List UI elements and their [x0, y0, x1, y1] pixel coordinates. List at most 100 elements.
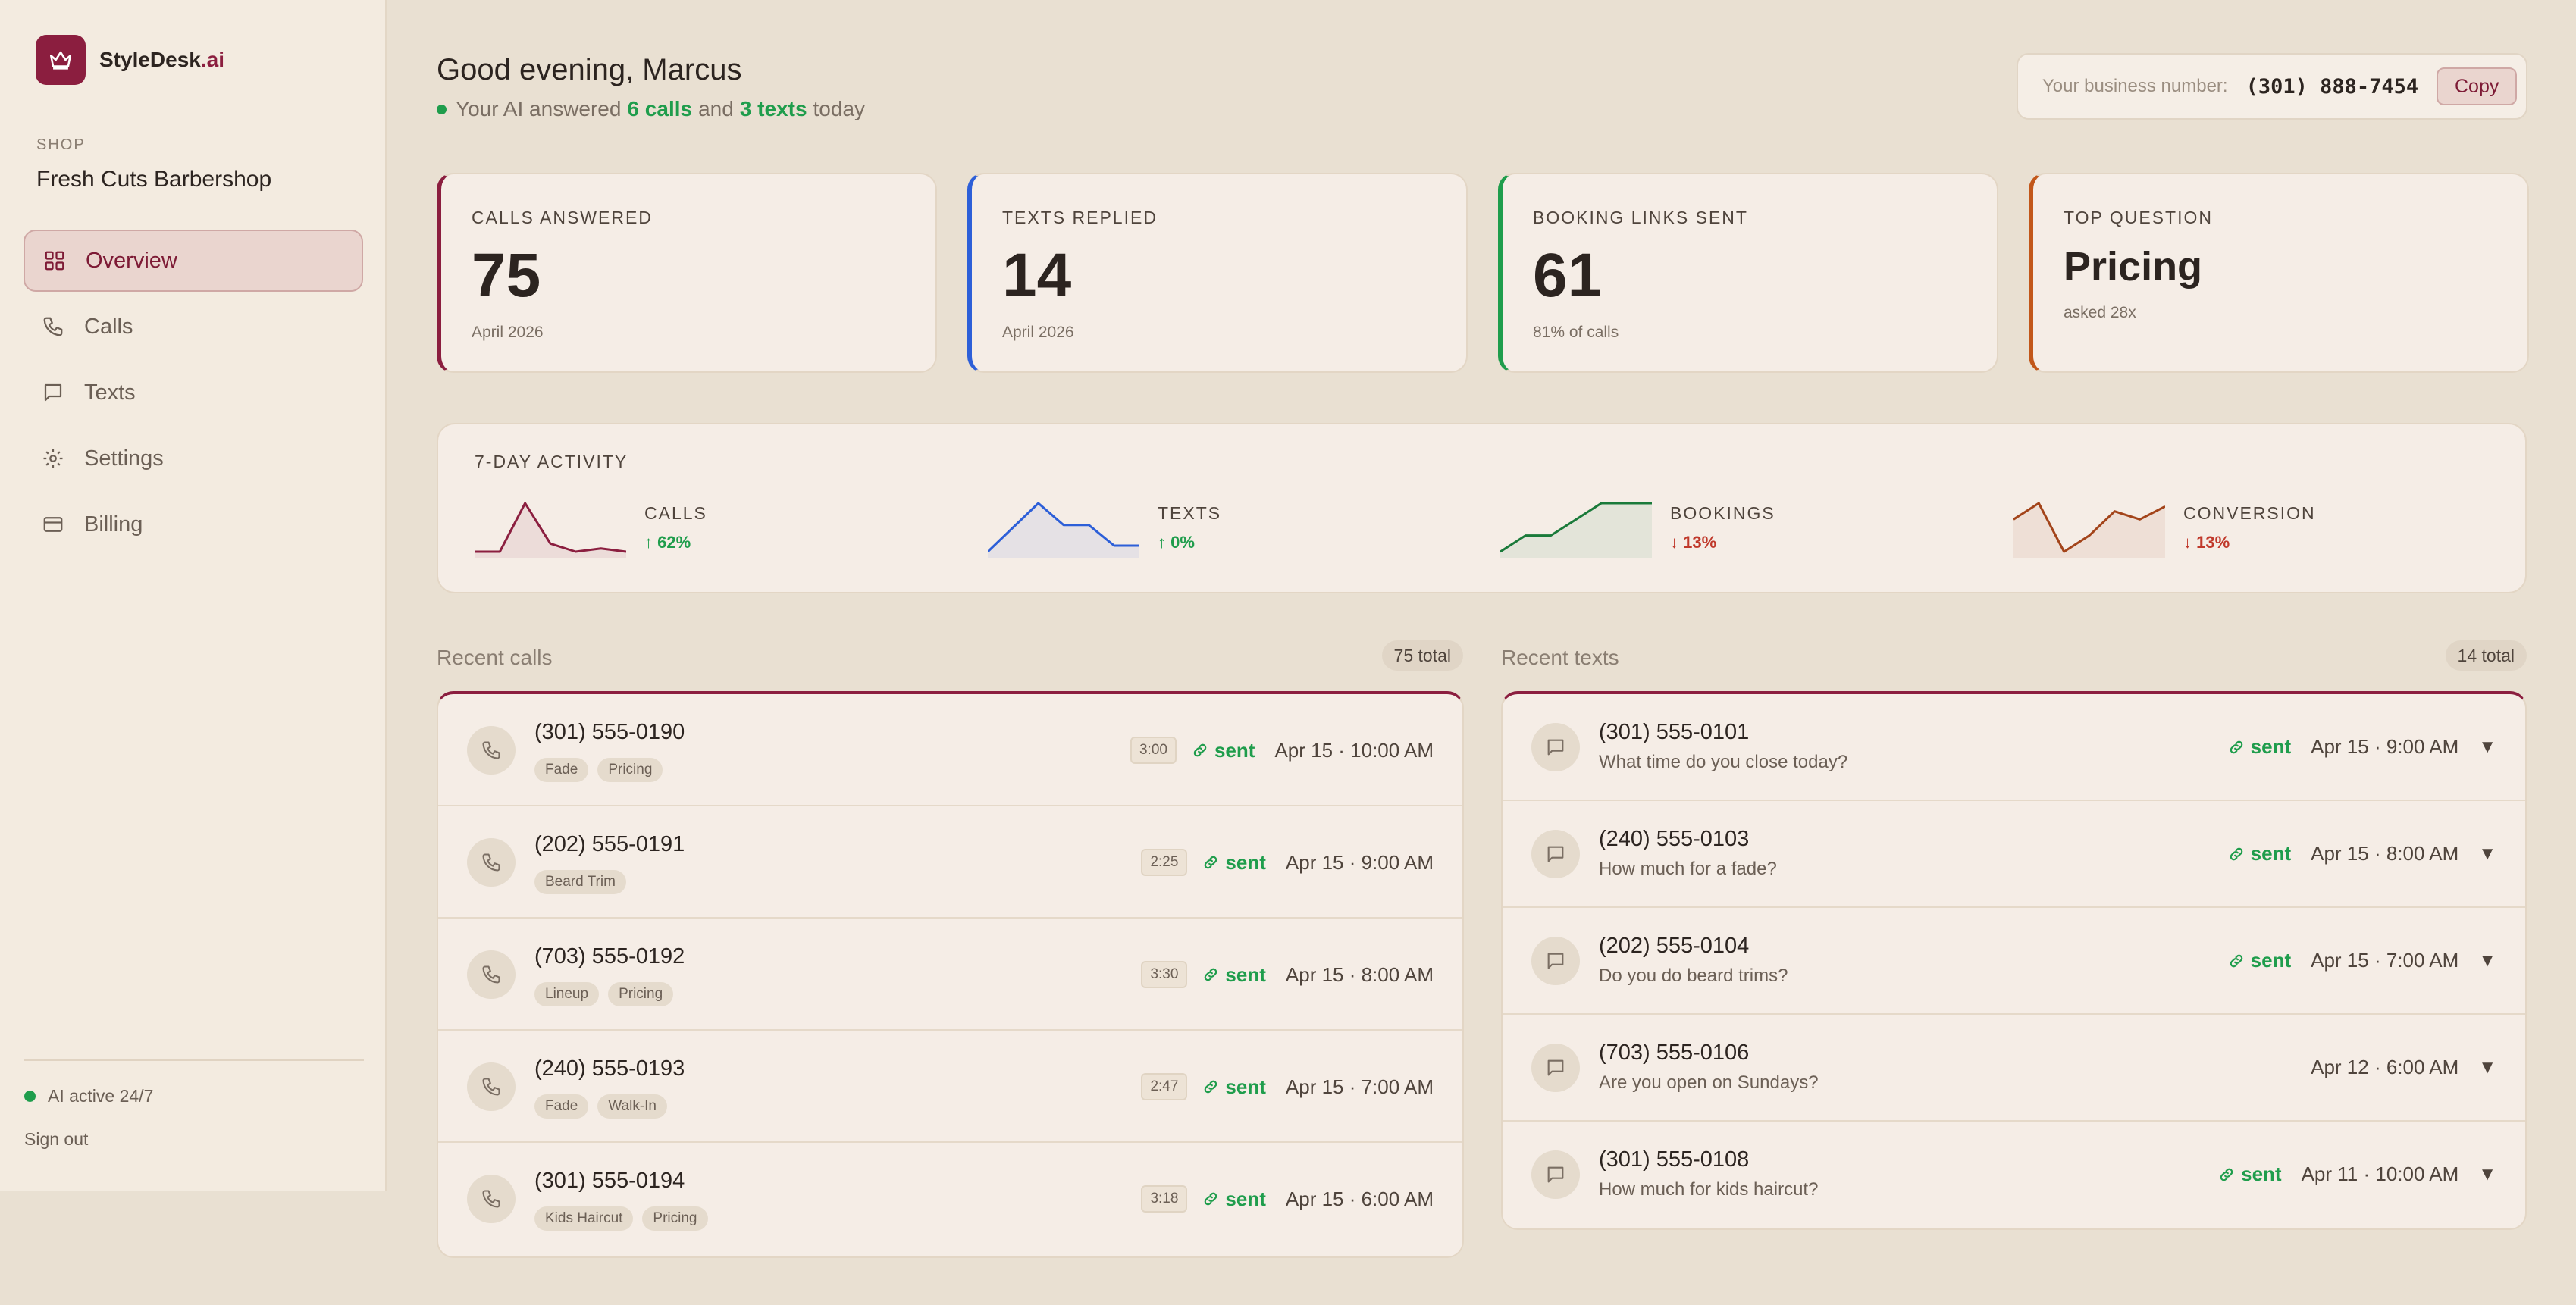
sidebar-item-billing[interactable]: Billing: [24, 493, 363, 555]
sparkline-bookings: [1500, 502, 1652, 558]
logo[interactable]: StyleDesk.ai: [36, 35, 224, 85]
greeting-subtitle: Your AI answered 6 calls and 3 texts tod…: [437, 97, 865, 121]
text-row[interactable]: (301) 555-0101 What time do you close tod…: [1503, 694, 2525, 801]
grid-icon: [45, 251, 64, 271]
message-icon: [44, 383, 62, 402]
spark-conversion: CONVERSION ↓ 13%: [2013, 497, 2316, 558]
text-row[interactable]: (703) 555-0106 Are you open on Sundays? Ap…: [1503, 1015, 2525, 1122]
call-time: Apr 15 · 8:00 AM: [1285, 962, 1434, 986]
text-time: Apr 12 · 6:00 AM: [2311, 1056, 2459, 1078]
text-row[interactable]: (240) 555-0103 How much for a fade? sent Ap…: [1503, 801, 2525, 908]
spark-delta: ↓ 13%: [2183, 532, 2230, 552]
tag-chip: Beard Trim: [534, 870, 626, 894]
calls-count: 6 calls: [627, 97, 693, 120]
link-sent-status: sent: [2218, 1163, 2282, 1186]
sign-out-link[interactable]: Sign out: [24, 1129, 89, 1149]
call-tags: Beard Trim: [534, 870, 635, 894]
sparkline-calls: [475, 502, 626, 558]
sidebar-item-overview[interactable]: Overview: [24, 230, 363, 292]
spark-label: CALLS: [644, 502, 707, 523]
text-message: How much for kids haircut?: [1599, 1179, 1819, 1200]
gear-icon: [43, 449, 63, 468]
text-message: Do you do beard trims?: [1599, 965, 1788, 986]
tag-chip: Pricing: [642, 1206, 708, 1231]
stat-label: BOOKING LINKS SENT: [1533, 208, 1748, 227]
link-sent-status: sent: [1202, 1188, 1266, 1211]
link-icon: [1205, 968, 1217, 981]
call-duration: 3:00: [1130, 737, 1177, 764]
chevron-down-icon[interactable]: ▼: [2478, 1056, 2496, 1078]
text-meta: sent Apr 15 · 8:00 AM ▼: [2228, 842, 2496, 865]
call-row[interactable]: (202) 555-0191 Beard Trim 2:25 sent Apr 15 ·…: [438, 806, 1462, 919]
spark-delta: ↓ 13%: [1670, 532, 1717, 552]
spark-label: BOOKINGS: [1670, 502, 1775, 523]
text-row[interactable]: (301) 555-0108 How much for kids haircut?…: [1503, 1122, 2525, 1228]
call-row[interactable]: (301) 555-0190 Fade Pricing 3:00 sent Apr 15 …: [438, 694, 1462, 806]
phone-icon: [467, 726, 516, 775]
sidebar: StyleDesk.ai SHOP Fresh Cuts Barbershop …: [0, 0, 387, 1191]
text-meta: sent Apr 15 · 9:00 AM ▼: [2228, 735, 2496, 759]
call-time: Apr 15 · 7:00 AM: [1285, 1075, 1434, 1098]
caller-phone: (301) 555-0190: [534, 720, 685, 744]
sparkline-area: [2013, 503, 2165, 558]
stat-sub: asked 28x: [2064, 304, 2136, 321]
activity-panel: 7-DAY ACTIVITY CALLS ↑ 62% TEXTS ↑ 0% BOOK…: [437, 423, 2527, 593]
phone-icon: [467, 950, 516, 999]
copy-button[interactable]: Copy: [2437, 67, 2518, 105]
stat-sub: April 2026: [472, 324, 544, 341]
sidebar-item-settings[interactable]: Settings: [24, 427, 363, 490]
text-meta: sent Apr 11 · 10:00 AM ▼: [2218, 1163, 2496, 1186]
sidebar-item-label: Texts: [84, 380, 136, 405]
sidebar-item-label: Settings: [84, 446, 164, 471]
sidebar-item-label: Calls: [84, 314, 133, 339]
tag-chip: Fade: [534, 758, 589, 782]
spark-label: CONVERSION: [2183, 502, 2316, 523]
stat-card-bookings: BOOKING LINKS SENT 61 81% of calls: [1498, 173, 1998, 373]
sparkline-conversion: [2013, 502, 2165, 558]
tag-chip: Walk-In: [597, 1094, 668, 1119]
text-time: Apr 11 · 10:00 AM: [2301, 1163, 2459, 1185]
caller-phone: (240) 555-0193: [534, 1056, 685, 1081]
stat-value: 75: [472, 241, 541, 310]
text-time: Apr 15 · 8:00 AM: [2311, 842, 2459, 865]
sidebar-item-label: Overview: [86, 248, 177, 273]
text-message: How much for a fade?: [1599, 859, 1777, 879]
chevron-down-icon[interactable]: ▼: [2478, 843, 2496, 864]
sidebar-item-calls[interactable]: Calls: [24, 296, 363, 358]
sender-phone: (301) 555-0101: [1599, 720, 1750, 744]
message-icon: [1531, 1044, 1580, 1092]
link-icon: [1205, 1192, 1217, 1206]
text-message: What time do you close today?: [1599, 752, 1848, 772]
call-time: Apr 15 · 6:00 AM: [1285, 1187, 1434, 1210]
text-row[interactable]: (202) 555-0104 Do you do beard trims? sent…: [1503, 908, 2525, 1015]
call-row[interactable]: (301) 555-0194 Kids Haircut Pricing 3:18 sen…: [438, 1143, 1462, 1255]
link-icon: [2230, 740, 2242, 753]
tag-chip: Fade: [534, 1094, 589, 1119]
call-row[interactable]: (240) 555-0193 Fade Walk-In 2:47 sent Apr 15 …: [438, 1031, 1462, 1143]
stat-card-calls: CALLS ANSWERED 75 April 2026: [437, 173, 937, 373]
recent-calls-total: 75 total: [1381, 640, 1463, 671]
message-icon: [1531, 723, 1580, 771]
link-icon: [2230, 954, 2242, 967]
chevron-down-icon[interactable]: ▼: [2478, 950, 2496, 971]
recent-calls-list: (301) 555-0190 Fade Pricing 3:00 sent Apr 15 …: [437, 691, 1464, 1258]
stat-sub: 81% of calls: [1533, 324, 1619, 341]
call-meta: 3:00 sent Apr 15 · 10:00 AM: [1130, 737, 1434, 764]
call-meta: 3:30 sent Apr 15 · 8:00 AM: [1141, 961, 1434, 988]
sidebar-item-label: Billing: [84, 512, 143, 537]
business-number-box: Your business number: (301) 888-7454 Cop…: [2017, 53, 2527, 120]
call-row[interactable]: (703) 555-0192 Lineup Pricing 3:30 sent Apr 1…: [438, 919, 1462, 1031]
sidebar-item-texts[interactable]: Texts: [24, 361, 363, 424]
stat-value: 14: [1002, 241, 1072, 310]
chevron-down-icon[interactable]: ▼: [2478, 1163, 2496, 1185]
sparkline-area: [1500, 503, 1652, 558]
chevron-down-icon[interactable]: ▼: [2478, 736, 2496, 757]
link-sent-status: sent: [2228, 842, 2291, 865]
text-time: Apr 15 · 9:00 AM: [2311, 735, 2459, 758]
activity-title: 7-DAY ACTIVITY: [475, 452, 628, 471]
sparkline-line: [475, 502, 626, 553]
tag-chip: Lineup: [534, 982, 600, 1006]
stat-label: TEXTS REPLIED: [1002, 208, 1158, 227]
business-number: (301) 888-7454: [2245, 74, 2419, 99]
text-meta: sent Apr 15 · 7:00 AM ▼: [2228, 949, 2496, 972]
